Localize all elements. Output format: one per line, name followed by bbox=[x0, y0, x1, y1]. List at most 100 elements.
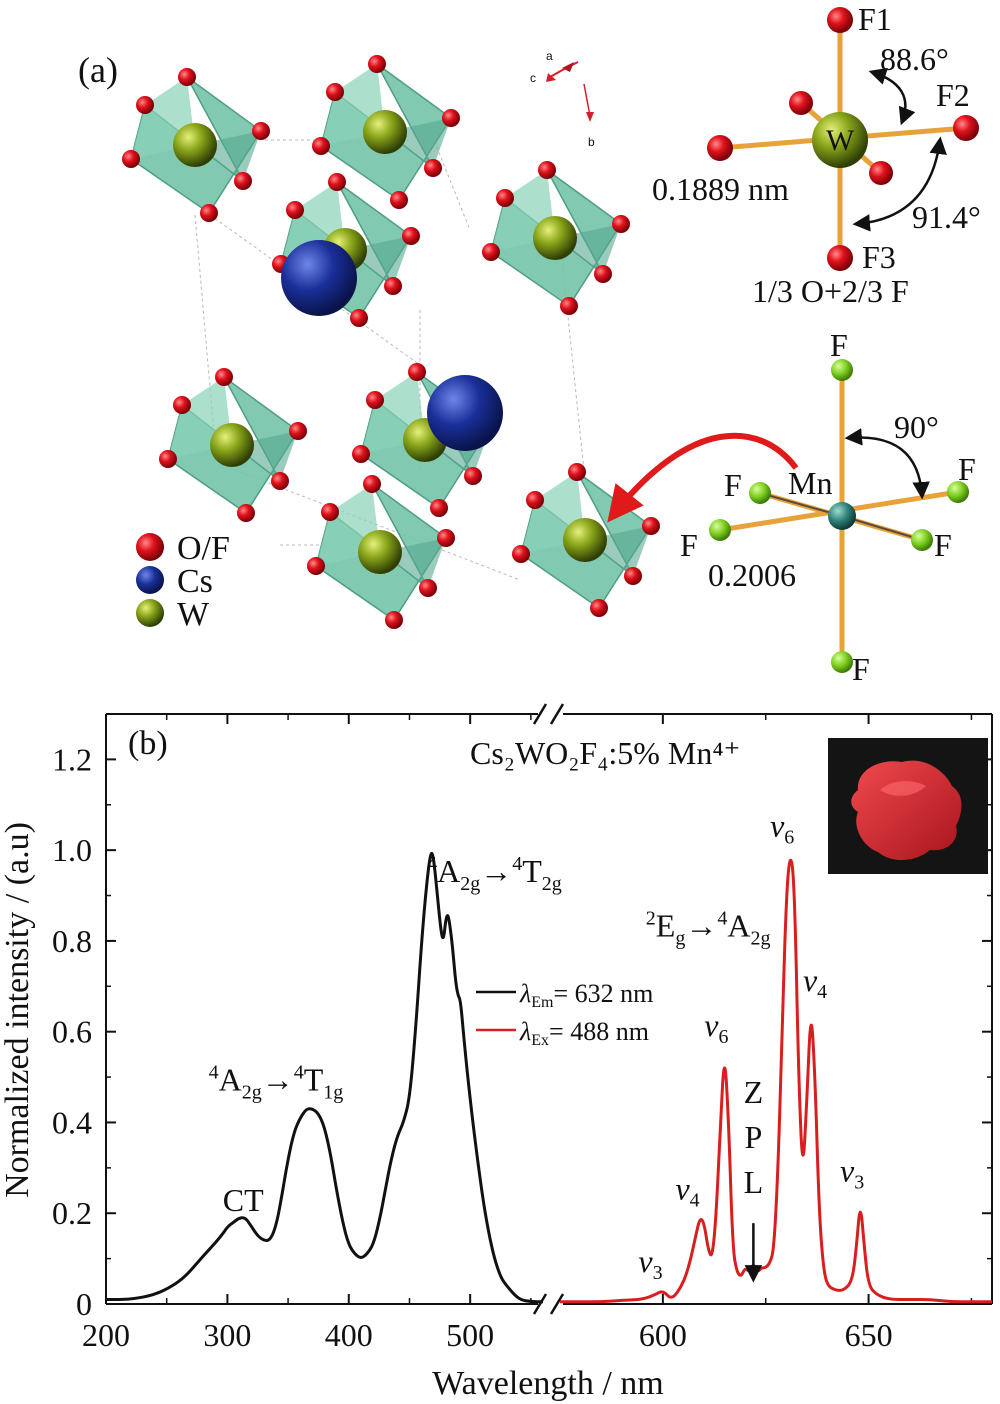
axis-b-label: b bbox=[588, 135, 595, 149]
o-f-atom bbox=[368, 55, 386, 73]
o-f-atom bbox=[178, 68, 196, 86]
wo-octahedron bbox=[482, 161, 630, 315]
o-f-atom bbox=[482, 243, 500, 261]
y-axis-label: Normalized intensity / (a.u) bbox=[0, 822, 36, 1198]
o-f-atom bbox=[252, 122, 270, 140]
angle-arrow-1 bbox=[868, 67, 916, 126]
o-f-atom bbox=[136, 96, 154, 114]
substitution-arrow bbox=[607, 432, 799, 523]
y-tick-label: 0 bbox=[76, 1286, 92, 1322]
break-mark bbox=[549, 1293, 565, 1315]
o-f-atom bbox=[321, 503, 339, 521]
transition-label: 4A2g→4T1g bbox=[209, 1062, 344, 1104]
f-atom-bottom bbox=[831, 651, 853, 673]
f3-atom bbox=[827, 245, 853, 271]
angle-88-label: 88.6° bbox=[880, 41, 949, 77]
w-atom bbox=[363, 110, 407, 154]
y-tick-label: 0.4 bbox=[52, 1104, 92, 1140]
y-tick-label: 1.0 bbox=[52, 832, 92, 868]
legend-o-f-swatch bbox=[136, 533, 164, 561]
vibronic-mode-label: v6 bbox=[704, 1007, 728, 1048]
x-axis-label: Wavelength / nm bbox=[432, 1365, 663, 1402]
mn-atom bbox=[828, 502, 856, 530]
o-f-atom bbox=[286, 201, 304, 219]
w-center-label: W bbox=[826, 124, 855, 157]
o-f-atom bbox=[271, 472, 289, 490]
series bbox=[106, 851, 992, 1304]
o-f-atom bbox=[200, 204, 218, 222]
legend-em-label: λEm= 632 nm bbox=[519, 979, 653, 1011]
legend-o-f-label: O/F bbox=[177, 530, 230, 567]
break-mark bbox=[532, 1293, 548, 1315]
legend-cs-label: Cs bbox=[177, 563, 213, 600]
o-f-atom bbox=[390, 191, 408, 209]
o-f-atom bbox=[538, 161, 556, 179]
f-atom-top bbox=[831, 359, 853, 381]
o-f-atom bbox=[122, 150, 140, 168]
wo-octahedron bbox=[307, 475, 455, 629]
emission-spectrum-line bbox=[560, 858, 992, 1304]
chart-title: Cs₂WO₂F₄:5% Mn⁴⁺ bbox=[470, 735, 740, 771]
break-mark bbox=[532, 703, 548, 725]
o-f-atom bbox=[402, 227, 420, 245]
o-f-atom bbox=[594, 265, 612, 283]
y-tick-label: 0.8 bbox=[52, 923, 92, 959]
o-f-atom bbox=[384, 277, 402, 295]
o-f-atom bbox=[366, 391, 384, 409]
f3-label: F3 bbox=[862, 239, 896, 275]
w-atom bbox=[358, 530, 402, 574]
o-f-atom bbox=[442, 109, 460, 127]
f1-atom bbox=[827, 7, 853, 33]
chart-legend: λEm= 632 nm λEx= 488 nm bbox=[476, 979, 653, 1049]
x-tick-label: 300 bbox=[203, 1317, 251, 1353]
excitation-spectrum-line bbox=[106, 851, 543, 1304]
f-left-label: F bbox=[724, 467, 742, 503]
o-f-atom bbox=[328, 173, 346, 191]
o-f-atom bbox=[350, 309, 368, 327]
vibronic-mode-label: v3 bbox=[840, 1152, 864, 1193]
o-f-atom bbox=[173, 396, 191, 414]
legend-cs-swatch bbox=[136, 566, 164, 594]
angle-90-label: 90° bbox=[894, 409, 939, 445]
angle-arrow-90 bbox=[844, 428, 930, 500]
o-f-atom bbox=[612, 215, 630, 233]
o-f-atom bbox=[560, 297, 578, 315]
cs-atom bbox=[427, 375, 503, 451]
glowing-crystal bbox=[851, 760, 962, 861]
o-atom bbox=[789, 91, 813, 115]
transition-label: 2Eg→4A2g bbox=[646, 907, 771, 949]
vibronic-mode-label: v6 bbox=[770, 808, 794, 849]
w-atom bbox=[563, 518, 607, 562]
f-lower-right-label: F bbox=[934, 527, 952, 563]
o-f-atom bbox=[363, 475, 381, 493]
o-atom bbox=[707, 135, 733, 161]
o-f-atom bbox=[437, 529, 455, 547]
axis-break-marks bbox=[532, 703, 565, 1315]
vibronic-mode-label: v3 bbox=[638, 1243, 662, 1284]
x-tick-label: 600 bbox=[639, 1317, 687, 1353]
wo-octahedron bbox=[122, 68, 270, 222]
sample-photo-inset bbox=[828, 738, 988, 874]
zpl-letter: Z bbox=[744, 1074, 764, 1110]
f-top-label: F bbox=[830, 327, 848, 363]
cs-atom bbox=[281, 240, 357, 316]
o-f-atom bbox=[326, 83, 344, 101]
y-tick-label: 0.6 bbox=[52, 1014, 92, 1050]
atom-legend: O/F Cs W bbox=[136, 530, 230, 633]
f-atom-lower-right bbox=[911, 529, 933, 551]
ct-label: CT bbox=[223, 1182, 264, 1218]
transition-label: 4A2g→4T2g bbox=[427, 853, 562, 895]
mn-bond-length-label: 0.2006 bbox=[708, 557, 796, 593]
angle-arrow-2 bbox=[852, 136, 947, 232]
o-f-atom bbox=[568, 463, 586, 481]
axis-a-label: a bbox=[546, 49, 553, 63]
vibronic-mode-label: v4 bbox=[675, 1171, 699, 1212]
panel-b: 0 0.2 0.4 0.6 0.8 1.0 1.2 200 300 400 500 600 650 (b… bbox=[0, 703, 993, 1402]
o-f-atom bbox=[512, 545, 530, 563]
o-f-atom bbox=[352, 445, 370, 463]
o-f-atom bbox=[590, 599, 608, 617]
panel-a: (a) a c b bbox=[78, 1, 981, 687]
o-f-atom bbox=[237, 504, 255, 522]
o-f-atom bbox=[624, 567, 642, 585]
axis-c-label: c bbox=[530, 71, 536, 85]
